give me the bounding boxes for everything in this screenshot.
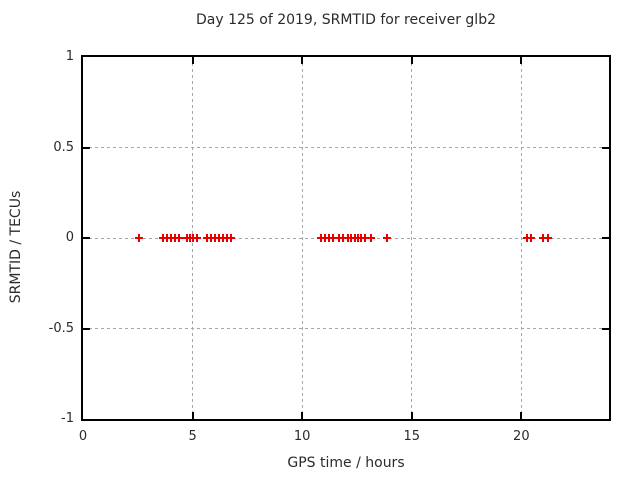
tick-mark-right (602, 237, 609, 239)
x-tick-label: 5 (188, 429, 197, 444)
data-point-marker (226, 234, 235, 242)
data-point-marker (361, 234, 370, 242)
x-tick-label: 10 (293, 429, 311, 444)
y-tick-label: -1 (61, 411, 74, 426)
tick-mark-left (83, 237, 90, 239)
tick-mark-left (83, 327, 90, 330)
x-axis-label: GPS time / hours (287, 455, 405, 471)
data-point-marker (334, 234, 343, 242)
tick-mark-bottom (410, 412, 413, 419)
x-tick-label: 20 (513, 429, 530, 444)
y-tick-label: 0 (65, 230, 74, 245)
tick-mark-top (191, 57, 194, 64)
data-point-marker (543, 234, 552, 242)
tick-mark-bottom (191, 412, 194, 419)
data-point-marker (366, 234, 375, 242)
tick-mark-left (83, 146, 90, 149)
y-axis-label: SRMTID / TECUs (8, 190, 24, 304)
data-point-marker (135, 234, 144, 242)
data-point-marker (526, 234, 535, 242)
grid-line-horizontal (83, 147, 609, 148)
tick-mark-right (602, 327, 609, 330)
data-point-marker (538, 234, 547, 242)
y-tick-label: -0.5 (48, 320, 74, 336)
tick-mark-top (410, 57, 413, 64)
grid-line-horizontal (83, 328, 609, 329)
tick-mark-bottom (520, 412, 523, 419)
data-point-marker (338, 234, 347, 242)
tick-mark-right (602, 146, 609, 149)
tick-mark-bottom (301, 412, 304, 419)
data-point-marker (321, 234, 330, 242)
x-tick-label: 0 (78, 429, 88, 444)
data-point-marker (214, 234, 223, 242)
y-tick-label: 1 (65, 49, 74, 64)
data-point-marker (329, 234, 338, 242)
data-point-marker (174, 234, 183, 242)
data-point-marker (166, 234, 175, 242)
data-point-marker (383, 234, 392, 242)
chart-title: Day 125 of 2019, SRMTID for receiver glb… (196, 12, 496, 28)
y-tick-label: 0.5 (53, 139, 74, 155)
tick-mark-top (301, 57, 304, 64)
x-tick-label: 15 (403, 429, 421, 444)
tick-mark-top (520, 57, 523, 64)
data-point-marker (192, 234, 201, 242)
